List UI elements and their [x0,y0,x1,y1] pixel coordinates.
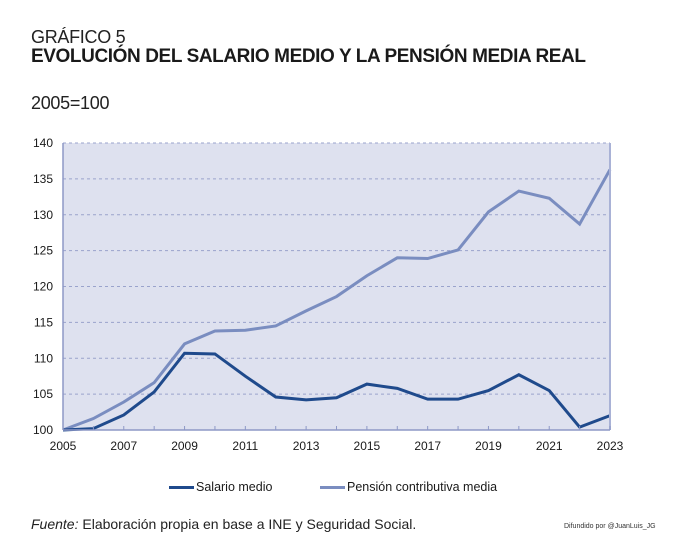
source-label: Fuente: [31,516,79,532]
y-tick-label: 130 [33,208,53,222]
x-tick-label: 2013 [293,439,320,453]
series-line-salario [62,351,611,432]
y-tick-label: 120 [33,280,53,294]
x-tick-label: 2011 [232,439,258,453]
x-tick-label: 2017 [414,439,441,453]
chart-title: EVOLUCIÓN DEL SALARIO MEDIO Y LA PENSIÓN… [31,46,586,67]
y-tick-label: 135 [33,172,53,186]
x-tick-label: 2023 [597,439,624,453]
chart-supertitle: GRÁFICO 5 [31,27,126,47]
x-tick-label: 2005 [50,439,77,453]
y-tick-label: 105 [33,387,53,401]
legend-item-salario: Salario medio [169,480,272,494]
credit-note: Difundido por @JuanLuis_JG [564,523,656,530]
legend: Salario medio Pensión contributiva media [0,480,680,496]
x-tick-label: 2009 [171,439,198,453]
y-tick-label: 115 [34,315,53,329]
legend-item-pension: Pensión contributiva media [320,480,497,494]
legend-label-salario: Salario medio [196,480,273,494]
x-tick-label: 2021 [536,439,563,453]
x-tick-label: 2019 [475,439,502,453]
legend-swatch-pension [320,485,345,489]
legend-swatch-salario [169,485,194,489]
source-note: Fuente: Elaboración propia en base a INE… [31,516,416,532]
x-tick-label: 2015 [354,439,381,453]
y-tick-label: 110 [34,351,53,365]
legend-label-pension: Pensión contributiva media [347,480,498,494]
series-line-pension [62,168,612,432]
y-tick-label: 100 [33,423,53,437]
x-tick-label: 2007 [110,439,137,453]
y-tick-label: 125 [33,244,53,258]
source-text: Elaboración propia en base a INE y Segur… [82,516,417,532]
y-tick-label: 140 [33,136,53,150]
chart-subtitle: 2005=100 [31,93,110,113]
